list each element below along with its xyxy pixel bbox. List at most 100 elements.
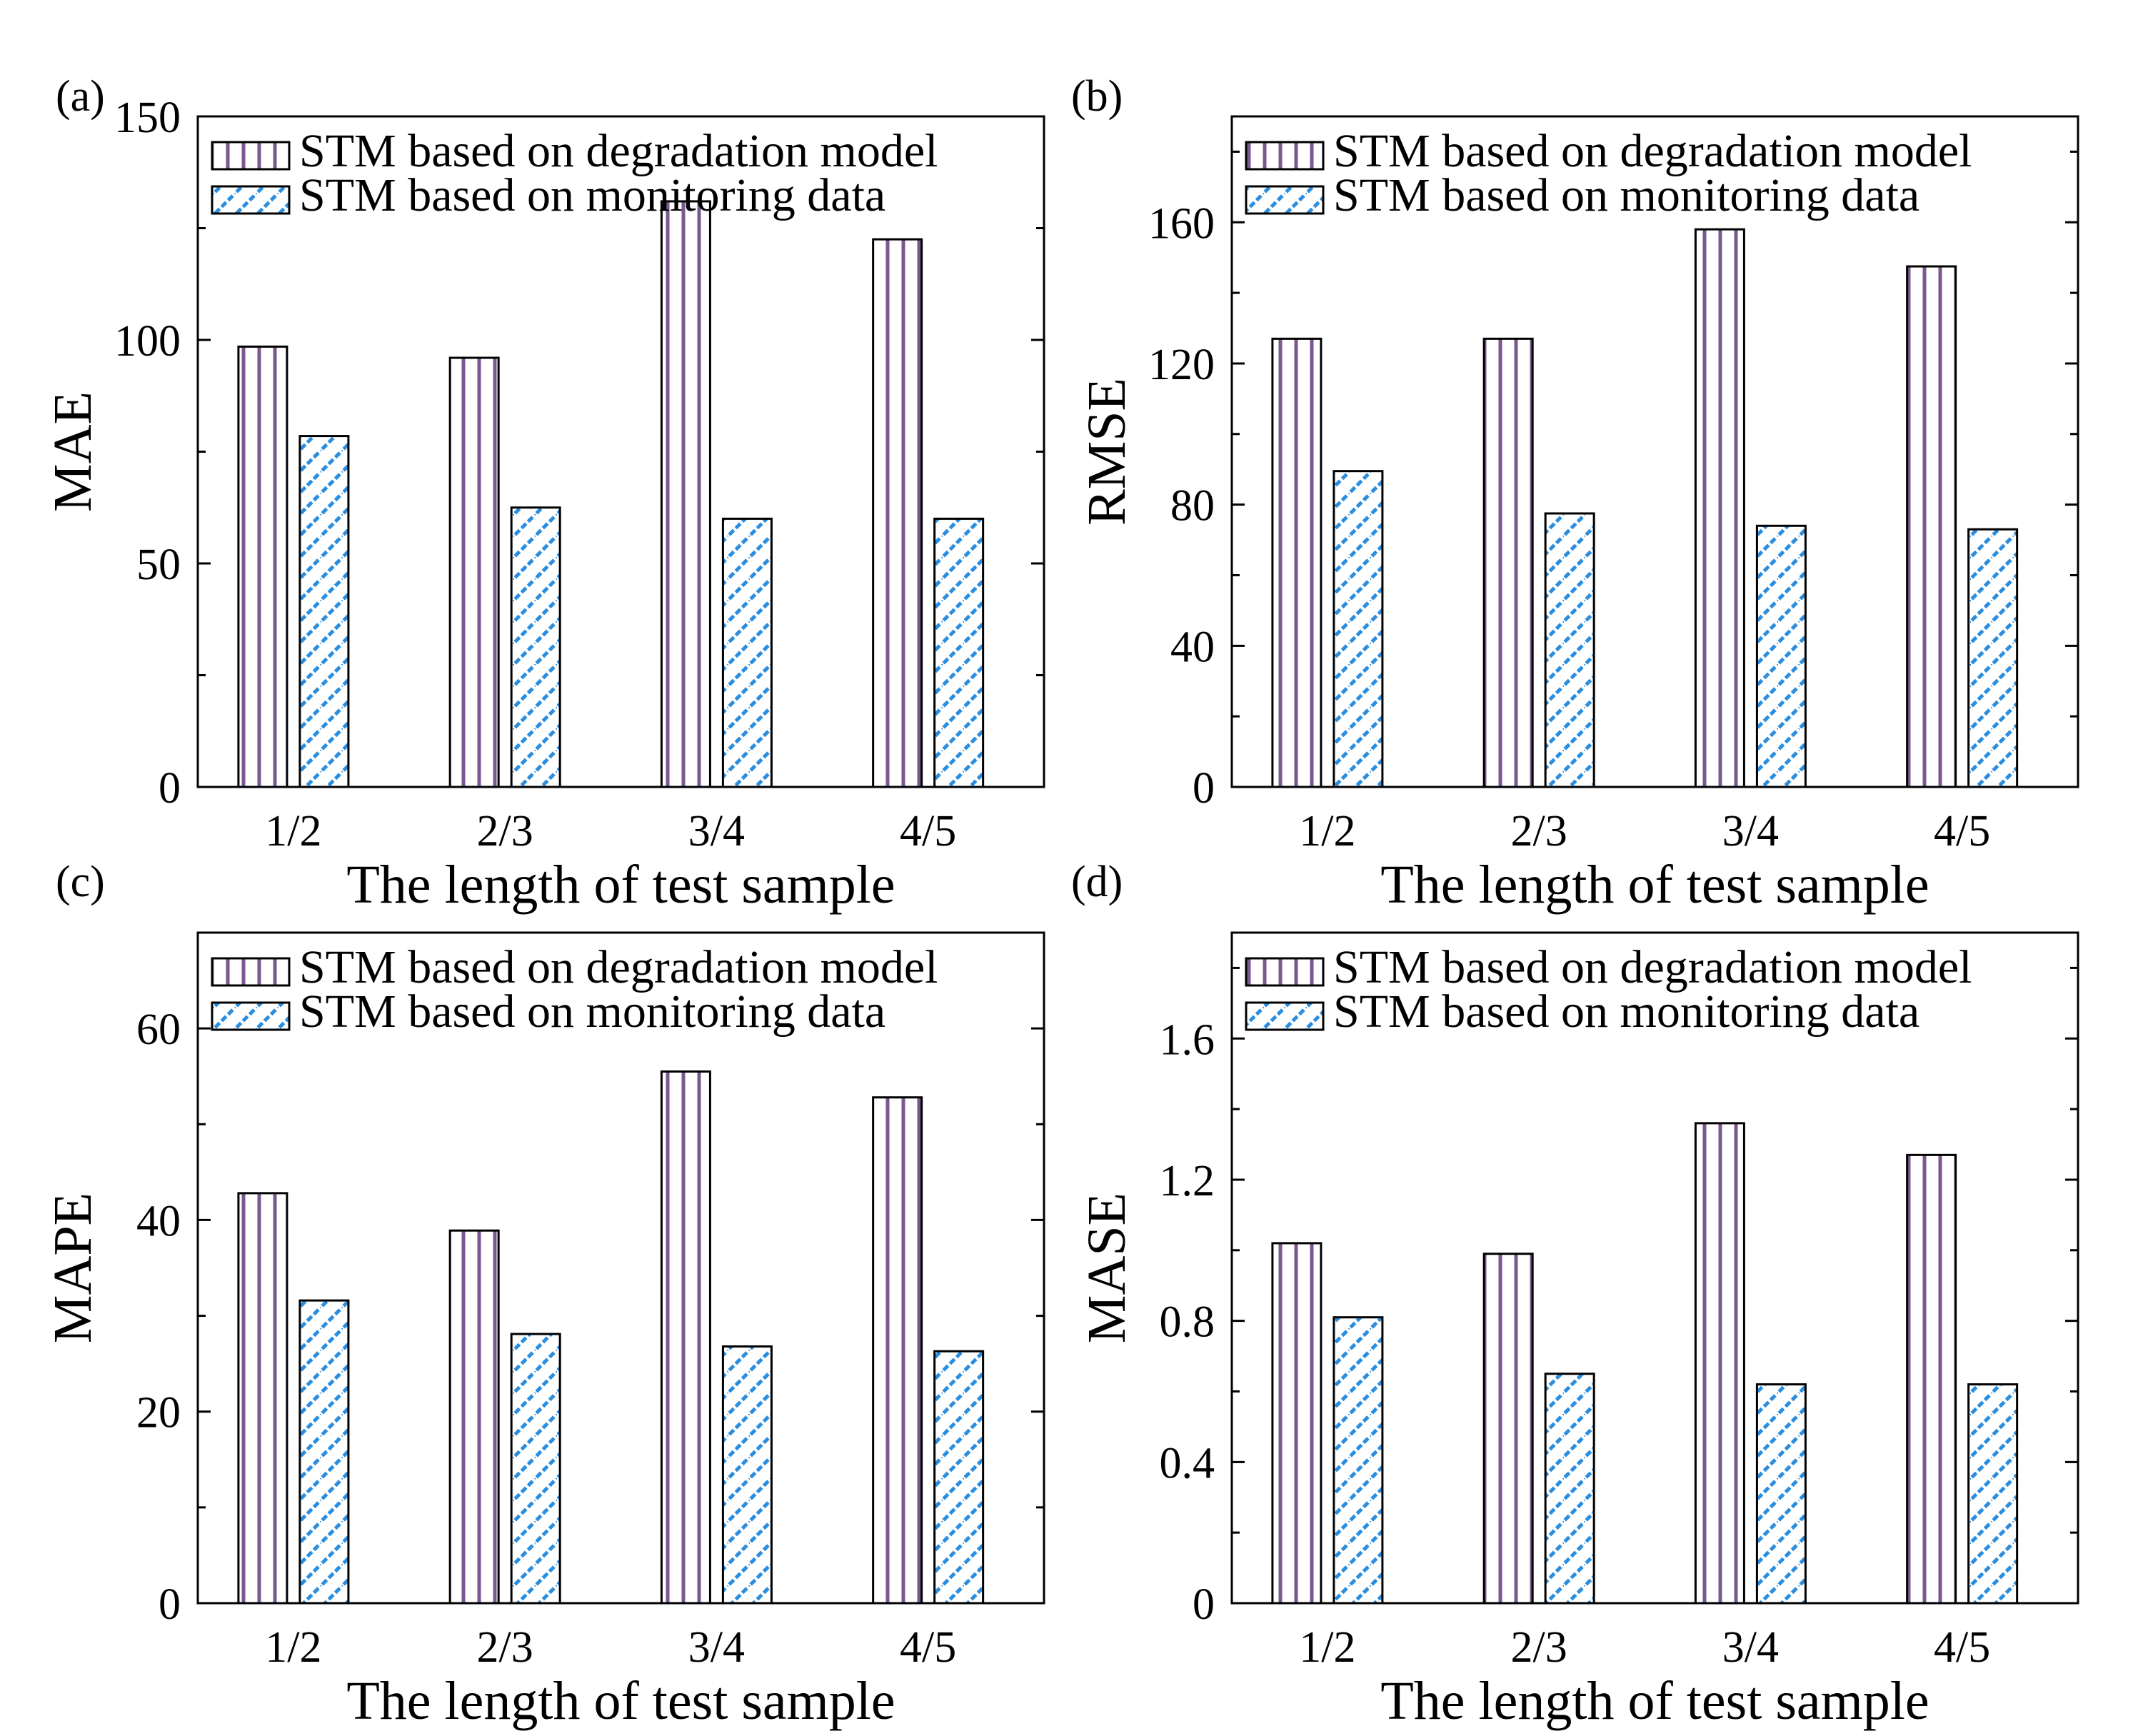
bar-monitoring-4 bbox=[1967, 528, 2019, 788]
legend-swatch-monitoring bbox=[211, 185, 291, 215]
y-tick-label: 1.2 bbox=[1160, 1157, 1215, 1205]
bar-degradation-3 bbox=[660, 200, 711, 788]
bar-monitoring-3 bbox=[721, 517, 773, 788]
legend-swatch-degradation bbox=[211, 957, 291, 987]
bar-monitoring-1 bbox=[1333, 470, 1384, 788]
y-tick-label: 120 bbox=[1148, 341, 1215, 389]
y-tick-label: 100 bbox=[114, 317, 181, 366]
panel-label: (a) bbox=[56, 72, 105, 121]
y-tick-label: 20 bbox=[136, 1389, 181, 1438]
bar-monitoring-1 bbox=[1333, 1316, 1384, 1605]
bar-monitoring-3 bbox=[721, 1345, 773, 1605]
y-tick-label: 0 bbox=[1193, 1580, 1215, 1629]
x-tick-label: 2/3 bbox=[1511, 807, 1567, 856]
panel-label: (d) bbox=[1071, 858, 1123, 906]
y-axis-title: MASE bbox=[1077, 1193, 1137, 1343]
bar-monitoring-2 bbox=[1544, 512, 1595, 788]
bar-monitoring-3 bbox=[1755, 1383, 1807, 1605]
bar-degradation-2 bbox=[1482, 337, 1534, 788]
legend-label-degradation: STM based on degradation model bbox=[299, 125, 938, 177]
bar-degradation-1 bbox=[1271, 1242, 1323, 1605]
bar-degradation-4 bbox=[1906, 265, 1957, 788]
bar-degradation-4 bbox=[1906, 1153, 1957, 1605]
y-tick-label: 1.6 bbox=[1160, 1015, 1215, 1064]
y-tick-label: 50 bbox=[136, 541, 181, 589]
y-tick-label: 0 bbox=[159, 764, 181, 813]
legend-label-monitoring: STM based on monitoring data bbox=[299, 985, 885, 1038]
bar-degradation-3 bbox=[1694, 228, 1745, 788]
y-tick-label: 60 bbox=[136, 1005, 181, 1054]
x-tick-label: 1/2 bbox=[1299, 1623, 1355, 1672]
bar-degradation-2 bbox=[448, 356, 500, 788]
x-tick-label: 4/5 bbox=[900, 807, 956, 856]
y-tick-label: 80 bbox=[1170, 482, 1215, 531]
y-tick-label: 0.4 bbox=[1160, 1439, 1215, 1487]
plot-frame bbox=[1230, 115, 2079, 788]
legend-label-degradation: STM based on degradation model bbox=[299, 941, 938, 993]
bar-degradation-4 bbox=[872, 238, 923, 788]
bar-degradation-3 bbox=[1694, 1122, 1745, 1605]
x-tick-label: 3/4 bbox=[1722, 1623, 1779, 1672]
legend-swatch-monitoring bbox=[211, 1001, 291, 1031]
bar-degradation-2 bbox=[1482, 1253, 1534, 1605]
x-tick-label: 2/3 bbox=[477, 807, 533, 856]
bar-monitoring-3 bbox=[1755, 524, 1807, 788]
x-axis-title: The length of test sample bbox=[1380, 1671, 1929, 1731]
x-tick-label: 3/4 bbox=[688, 1623, 745, 1672]
panel-label: (b) bbox=[1071, 72, 1123, 121]
bar-degradation-3 bbox=[660, 1070, 711, 1605]
x-tick-label: 1/2 bbox=[265, 807, 321, 856]
legend-swatch-degradation bbox=[211, 141, 291, 171]
x-axis-title: The length of test sample bbox=[346, 855, 895, 915]
bar-monitoring-2 bbox=[1544, 1373, 1595, 1605]
y-tick-label: 0 bbox=[1193, 764, 1215, 813]
bar-monitoring-1 bbox=[298, 435, 350, 788]
legend-swatch-monitoring bbox=[1245, 1001, 1325, 1031]
bar-degradation-4 bbox=[872, 1096, 923, 1605]
bar-degradation-1 bbox=[237, 1192, 288, 1605]
x-axis-title: The length of test sample bbox=[1380, 855, 1929, 915]
y-tick-label: 0 bbox=[159, 1580, 181, 1629]
x-tick-label: 4/5 bbox=[900, 1623, 956, 1672]
legend-label-degradation: STM based on degradation model bbox=[1333, 125, 1972, 177]
y-axis-title: MAE bbox=[43, 391, 103, 512]
bar-monitoring-4 bbox=[1967, 1383, 2019, 1605]
bar-monitoring-1 bbox=[298, 1299, 350, 1605]
x-tick-label: 1/2 bbox=[265, 1623, 321, 1672]
bar-degradation-2 bbox=[448, 1229, 500, 1605]
y-tick-label: 40 bbox=[1170, 623, 1215, 671]
x-axis-title: The length of test sample bbox=[346, 1671, 895, 1731]
legend-label-degradation: STM based on degradation model bbox=[1333, 941, 1972, 993]
y-axis-title: MAPE bbox=[43, 1193, 103, 1343]
y-axis-title: RMSE bbox=[1077, 378, 1137, 526]
bar-degradation-1 bbox=[1271, 337, 1323, 788]
bar-monitoring-4 bbox=[933, 517, 985, 788]
bar-degradation-1 bbox=[237, 345, 288, 788]
x-tick-label: 3/4 bbox=[688, 807, 745, 856]
panel-label: (c) bbox=[56, 858, 105, 906]
x-tick-label: 3/4 bbox=[1722, 807, 1779, 856]
bar-monitoring-2 bbox=[510, 1333, 561, 1605]
legend-swatch-degradation bbox=[1245, 141, 1325, 171]
legend-label-monitoring: STM based on monitoring data bbox=[1333, 169, 1919, 221]
plot-frame bbox=[196, 931, 1045, 1605]
x-tick-label: 4/5 bbox=[1934, 807, 1990, 856]
legend-swatch-degradation bbox=[1245, 957, 1325, 987]
x-tick-label: 4/5 bbox=[1934, 1623, 1990, 1672]
legend-label-monitoring: STM based on monitoring data bbox=[299, 169, 885, 221]
bar-monitoring-2 bbox=[510, 506, 561, 788]
y-tick-label: 40 bbox=[136, 1197, 181, 1245]
bar-monitoring-4 bbox=[933, 1350, 985, 1605]
legend-label-monitoring: STM based on monitoring data bbox=[1333, 985, 1919, 1038]
legend-swatch-monitoring bbox=[1245, 185, 1325, 215]
x-tick-label: 2/3 bbox=[1511, 1623, 1567, 1672]
plot-frame bbox=[1230, 931, 2079, 1605]
x-tick-label: 1/2 bbox=[1299, 807, 1355, 856]
